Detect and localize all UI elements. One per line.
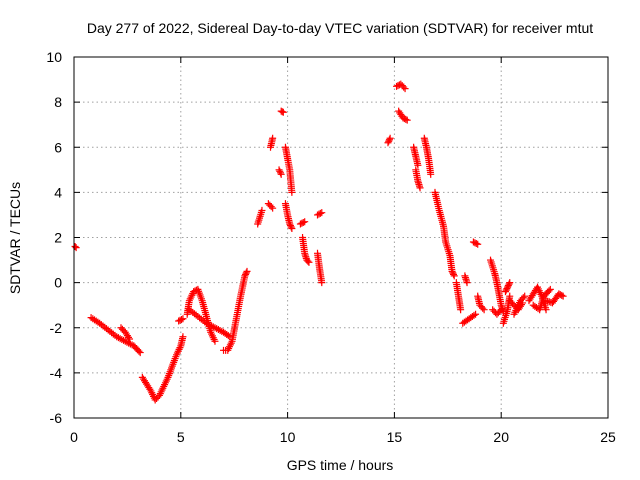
data-point — [275, 166, 283, 174]
data-point — [384, 139, 392, 147]
data-point — [448, 267, 456, 275]
data-point — [472, 240, 480, 248]
y-tick-label: 8 — [54, 94, 62, 110]
data-point — [427, 170, 435, 178]
y-tick-label: 2 — [54, 230, 62, 246]
data-point — [546, 285, 554, 293]
data-point — [287, 223, 295, 231]
data-point — [288, 224, 296, 232]
data-point — [124, 333, 132, 341]
data-point — [135, 347, 143, 355]
data-point — [318, 279, 326, 287]
x-tick-label: 25 — [600, 429, 616, 445]
data-point — [479, 304, 487, 312]
data-point — [269, 204, 277, 212]
data-point — [472, 310, 480, 318]
data-point — [470, 311, 478, 319]
data-point — [179, 333, 187, 341]
y-tick-label: 0 — [54, 275, 62, 291]
data-point — [178, 315, 186, 323]
y-tick-label: -6 — [50, 410, 63, 426]
y-tick-label: 4 — [54, 184, 62, 200]
chart-title: Day 277 of 2022, Sidereal Day-to-day VTE… — [87, 20, 593, 36]
data-point — [474, 240, 482, 248]
data-point — [496, 307, 504, 315]
data-point — [269, 134, 277, 142]
y-tick-label: -4 — [50, 365, 63, 381]
data-point — [449, 269, 457, 277]
data-point — [242, 270, 250, 278]
x-axis-label: GPS time / hours — [287, 457, 394, 473]
data-point — [402, 115, 410, 123]
data-point — [242, 269, 250, 277]
data-point — [136, 349, 144, 357]
data-point — [450, 272, 458, 280]
data-point — [286, 220, 294, 228]
data-point — [463, 279, 471, 287]
data-point — [211, 337, 219, 345]
data-point — [505, 280, 513, 288]
data-point — [258, 206, 266, 214]
data-point — [279, 108, 287, 116]
data-point — [316, 209, 324, 217]
data-point — [400, 83, 408, 91]
data-point — [504, 282, 512, 290]
data-point — [71, 243, 79, 251]
data-point — [558, 291, 566, 299]
data-point — [299, 218, 307, 226]
data-point — [288, 188, 296, 196]
data-point — [305, 258, 313, 266]
data-point — [545, 287, 553, 295]
data-point — [241, 272, 249, 280]
data-point — [386, 134, 394, 142]
data-point — [403, 116, 411, 124]
data-point — [521, 292, 529, 300]
x-tick-label: 5 — [177, 429, 185, 445]
data-point — [480, 306, 488, 314]
data-point — [276, 169, 284, 177]
data-point — [502, 286, 510, 294]
data-point — [126, 335, 134, 343]
y-tick-label: -2 — [50, 320, 63, 336]
data-point — [301, 218, 309, 226]
axis-ticks: 0 5 10 15 20 25 -6 -4 -2 0 2 4 6 8 10 — [46, 49, 616, 445]
data-point — [559, 292, 567, 300]
x-tick-label: 20 — [493, 429, 509, 445]
data-point — [385, 137, 393, 145]
data-point — [318, 209, 326, 217]
x-tick-label: 0 — [70, 429, 78, 445]
data-point — [449, 270, 457, 278]
data-point — [304, 257, 312, 265]
data-point — [401, 85, 409, 93]
data-point — [503, 285, 511, 293]
data-point — [416, 184, 424, 192]
data-point — [385, 136, 393, 144]
data-point — [243, 267, 251, 275]
data-points — [71, 80, 567, 404]
y-axis-label: SDTVAR / TECUs — [7, 182, 23, 294]
y-tick-label: 6 — [54, 139, 62, 155]
y-tick-label: 10 — [46, 49, 62, 65]
data-point — [504, 283, 512, 291]
data-point — [277, 170, 285, 178]
data-point — [414, 161, 422, 169]
data-point — [267, 203, 275, 211]
data-point — [501, 288, 509, 296]
data-point — [179, 315, 187, 323]
data-point — [286, 221, 294, 229]
data-point — [276, 167, 284, 175]
x-tick-label: 15 — [387, 429, 403, 445]
data-point — [542, 306, 550, 314]
data-point — [519, 294, 527, 302]
data-point — [457, 306, 465, 314]
data-point — [506, 279, 514, 287]
gridlines — [74, 57, 608, 418]
x-tick-label: 10 — [280, 429, 296, 445]
data-point — [497, 306, 505, 314]
